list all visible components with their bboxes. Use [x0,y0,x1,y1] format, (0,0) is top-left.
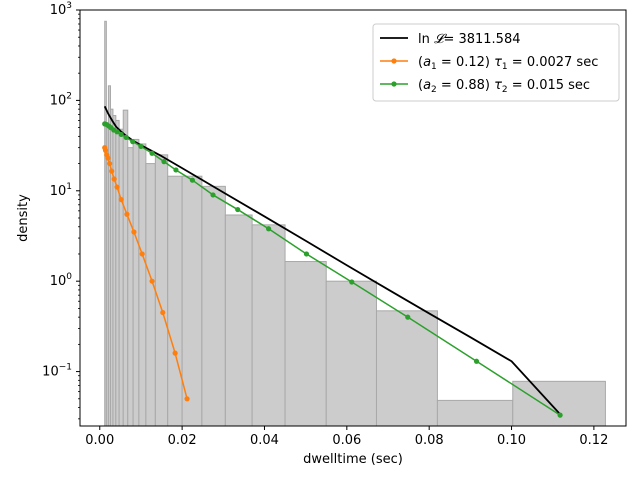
x-tick-label: 0.08 [415,433,444,448]
series-point-2 [105,155,111,161]
series-point-2 [109,168,115,174]
series-point-2 [102,147,109,153]
series-point-2 [172,350,178,356]
series-point-2 [131,229,137,235]
series-point-3 [173,167,179,173]
histogram-bar [224,214,253,426]
legend-swatch-marker [391,81,397,87]
series-point-2 [114,184,120,190]
series-point-3 [303,251,310,257]
legend-box [372,23,620,102]
series-point-3 [235,206,241,213]
series-point-2 [149,278,155,284]
y-tick-label: 100 [50,272,73,289]
x-tick-label: 0.12 [579,433,608,448]
series-point-2 [107,160,113,167]
y-axis-label: density [16,194,31,242]
histogram-bar [436,399,514,426]
histogram-bar [154,154,169,426]
series-point-2 [139,251,145,257]
series-point-3 [473,358,480,364]
series-point-3 [210,192,216,198]
legend-label: (a2 = 0.88) τ2 = 0.015 sec [418,78,590,95]
x-tick-label: 0.06 [332,433,361,448]
histogram-bar [145,163,156,426]
series-point-2 [184,396,190,402]
x-tick-label: 0.04 [250,433,279,448]
series-layer [102,105,563,418]
histogram-bar [127,147,134,426]
y-tick-label: 101 [50,182,72,199]
legend-label: (a1 = 0.12) τ1 = 0.0027 sec [418,55,598,72]
histogram-bar [132,138,140,426]
series-point-3 [405,314,411,320]
histogram-bars [104,20,606,426]
y-tick-label: 10−1 [42,363,72,380]
histogram-bar [325,280,377,426]
legend: ln 𝓛= 3811.584 (a1 = 0.12) τ1 = 0.0027 se… [372,23,620,102]
series-point-3 [138,143,144,149]
series-point-2 [124,211,130,217]
series-point-3 [123,134,129,140]
histogram-bar [122,109,129,426]
histogram-bar [512,380,606,426]
histogram-bar [138,143,147,426]
histogram-bar [118,128,124,426]
series-point-3 [161,159,167,165]
x-axis-label: dwelltime (sec) [303,452,403,467]
histogram-bar [284,261,327,426]
x-tick-label: 0.00 [85,433,114,448]
x-tick-label: 0.02 [168,433,197,448]
series-point-3 [130,139,136,145]
series-point-2 [111,176,117,182]
legend-label: ln 𝓛= 3811.584 [418,32,521,47]
histogram-bar [375,310,438,426]
series-point-3 [265,226,272,232]
series-point-3 [118,131,124,138]
histogram-bar [167,175,183,426]
series-point-3 [557,412,563,418]
series-point-3 [149,150,155,156]
histogram-bar [251,224,286,426]
series-point-2 [160,309,166,316]
y-tick-label: 102 [50,91,72,108]
series-point-2 [118,196,124,203]
y-axis-ticks: 10−1 100 101 102 103 [42,1,80,420]
series-point-3 [189,177,196,183]
series-line-1 [103,105,562,416]
series-point-3 [114,129,120,135]
x-axis-ticks: 0.00 0.02 0.04 0.06 0.08 0.10 0.12 [85,426,608,448]
series-point-3 [349,279,355,285]
histogram-bar [201,185,226,426]
legend-swatch-marker [391,58,397,64]
x-tick-label: 0.10 [497,433,526,448]
y-tick-label: 103 [50,1,72,18]
